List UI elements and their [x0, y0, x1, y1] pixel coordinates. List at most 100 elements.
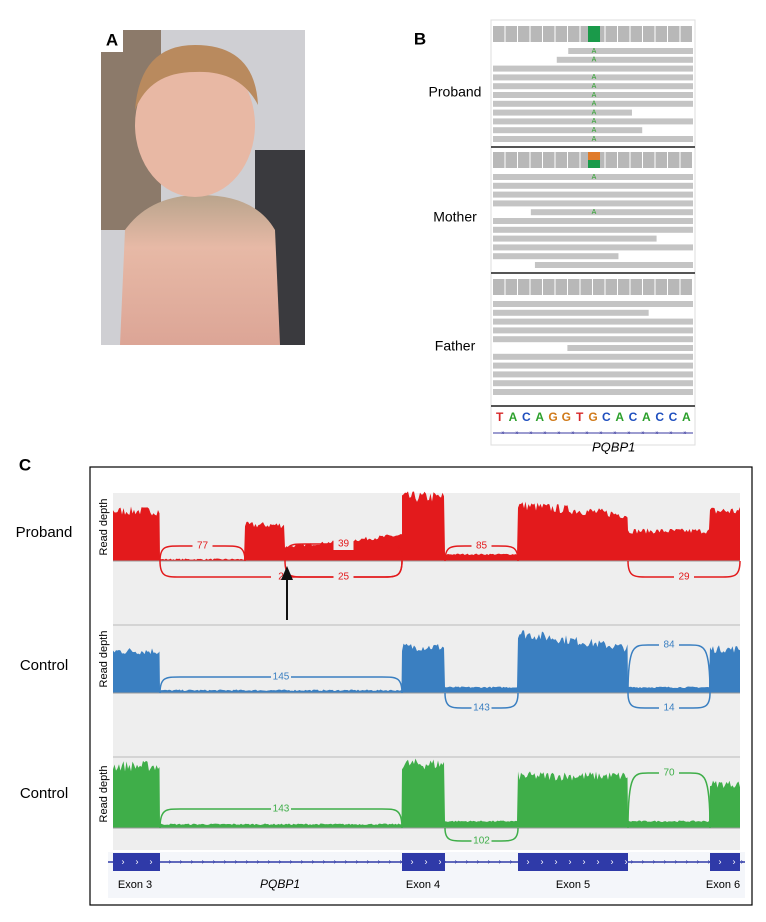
- strand-arrow: »: [641, 431, 645, 437]
- coverage-cell: [555, 279, 567, 295]
- junction-label-bg: [659, 639, 679, 651]
- coverage-cell: [680, 279, 692, 295]
- coverage-cell: [568, 26, 580, 42]
- junction-count: 2: [278, 572, 284, 583]
- exon: [402, 853, 445, 871]
- reference-base: C: [602, 410, 611, 424]
- reference-base: A: [642, 410, 651, 424]
- y-axis-label: Read depth: [98, 766, 110, 823]
- exon: [518, 853, 628, 871]
- photo-hair: [135, 45, 258, 110]
- strand-arrow: ›: [488, 857, 491, 866]
- coverage-cell: [530, 26, 542, 42]
- strand-arrow: ›: [625, 856, 628, 866]
- coverage-cell: [505, 279, 517, 295]
- exon-label: Exon 5: [556, 879, 590, 891]
- junction-label-bg: [271, 671, 291, 683]
- coverage-cell: [618, 26, 630, 42]
- strand-arrow: ›: [664, 857, 667, 866]
- read: [568, 48, 693, 54]
- variant-base: A: [592, 101, 597, 108]
- strand-arrow: ›: [235, 857, 238, 866]
- reference-base: C: [522, 410, 531, 424]
- strand-arrow: ›: [150, 856, 153, 866]
- junction-count: 145: [273, 672, 290, 683]
- strand-arrow: ›: [675, 857, 678, 866]
- coverage-cell: [568, 152, 580, 168]
- junction-label-bg: [471, 540, 492, 552]
- track-label: Control: [20, 785, 68, 802]
- read: [493, 200, 693, 207]
- reference-base: G: [548, 410, 557, 424]
- coverage-cell: [680, 152, 692, 168]
- coverage-cell: [530, 152, 542, 168]
- strand-arrow: ›: [213, 857, 216, 866]
- read: [493, 301, 693, 307]
- junction-label-bg: [192, 540, 213, 552]
- strand-arrow: ›: [290, 857, 293, 866]
- strand-arrow: ›: [597, 856, 600, 866]
- coverage-cell: [593, 279, 605, 295]
- coverage-cell: [655, 152, 667, 168]
- strand-arrow: ›: [378, 857, 381, 866]
- read: [493, 327, 693, 334]
- strand-arrow: ›: [389, 857, 392, 866]
- strand-arrow: »: [515, 431, 519, 437]
- strand-arrow: ›: [631, 857, 634, 866]
- variant-base: A: [592, 109, 597, 116]
- strand-arrow: »: [571, 431, 575, 437]
- coverage-cell: [630, 152, 642, 168]
- junction-label-bg: [471, 835, 492, 847]
- variant-base: A: [592, 118, 597, 125]
- strand-arrow: ›: [169, 857, 172, 866]
- coverage-cell: [505, 26, 517, 42]
- panel-label: B: [414, 29, 426, 48]
- variant-base: A: [592, 209, 597, 216]
- sample-label: Proband: [429, 84, 482, 100]
- strand-arrow: ›: [653, 857, 656, 866]
- strand-arrow: ›: [541, 856, 544, 866]
- y-axis-label: Read depth: [98, 631, 110, 688]
- coverage-cell: [543, 26, 555, 42]
- strand-arrow: ›: [477, 857, 480, 866]
- reference-base: T: [496, 410, 504, 424]
- strand-arrow: »: [529, 431, 533, 437]
- junction-count: 85: [476, 541, 488, 552]
- read: [493, 309, 649, 316]
- arrow-head: [281, 566, 293, 580]
- read: [493, 336, 693, 343]
- coverage-cell: [580, 279, 592, 295]
- read: [493, 74, 693, 81]
- strand-arrow: »: [557, 431, 561, 437]
- track-label: Proband: [16, 524, 73, 541]
- read: [556, 56, 693, 63]
- read: [493, 218, 693, 224]
- variant-base: A: [592, 57, 597, 64]
- read: [493, 253, 619, 260]
- coverage-cell: [605, 279, 617, 295]
- strand-arrow: ›: [411, 856, 414, 866]
- strand-arrow: ›: [527, 856, 530, 866]
- coverage-cell: [530, 279, 542, 295]
- strand-arrow: »: [585, 431, 589, 437]
- variant-base: A: [592, 136, 597, 143]
- variant-base: A: [592, 83, 597, 90]
- reference-base: A: [535, 410, 544, 424]
- read: [493, 362, 693, 369]
- coverage-cell: [493, 26, 505, 42]
- variant-base: A: [592, 48, 597, 55]
- read: [493, 244, 693, 251]
- strand-arrow: »: [501, 431, 505, 437]
- coverage-cell: [518, 152, 530, 168]
- coverage: [113, 491, 740, 561]
- track-label: Control: [20, 657, 68, 674]
- coverage-cell: [580, 26, 592, 42]
- strand-arrow: »: [669, 431, 673, 437]
- coverage-cell: [543, 152, 555, 168]
- strand-arrow: ›: [257, 857, 260, 866]
- reference-base: A: [615, 410, 624, 424]
- reference-base: C: [655, 410, 664, 424]
- read: [493, 226, 693, 233]
- junction-count: 14: [663, 703, 675, 714]
